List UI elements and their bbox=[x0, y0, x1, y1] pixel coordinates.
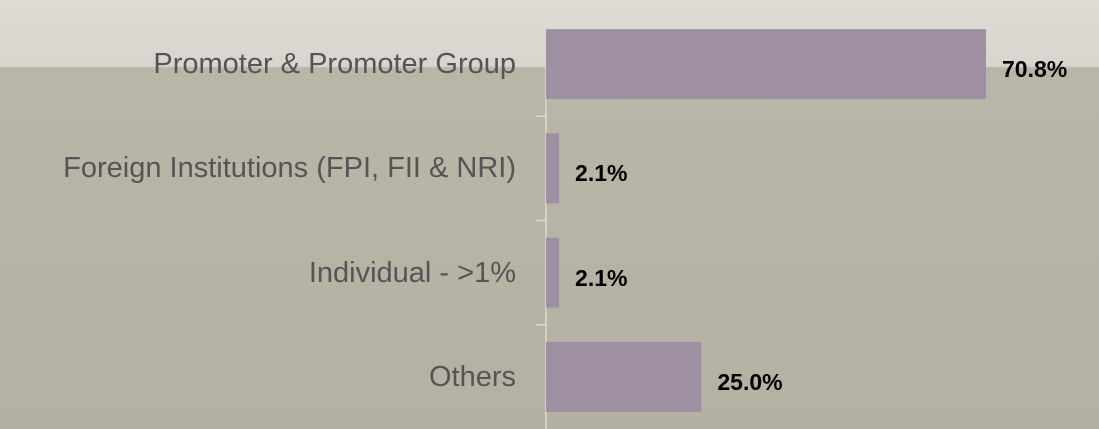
category-label: Others bbox=[0, 325, 516, 429]
value-label: 2.1% bbox=[575, 264, 628, 291]
category-label-text: Foreign Institutions (FPI, FII & NRI) bbox=[63, 152, 516, 185]
category-label-text: Promoter & Promoter Group bbox=[153, 48, 516, 81]
category-label: Foreign Institutions (FPI, FII & NRI) bbox=[0, 116, 516, 220]
value-label: 2.1% bbox=[575, 160, 628, 187]
bar bbox=[546, 341, 702, 412]
bar bbox=[546, 237, 560, 308]
category-label: Promoter & Promoter Group bbox=[0, 12, 516, 116]
category-label-text: Individual - >1% bbox=[308, 256, 516, 289]
category-label-text: Others bbox=[428, 360, 516, 393]
value-label: 25.0% bbox=[717, 368, 783, 395]
bar bbox=[546, 133, 560, 204]
category-label: Individual - >1% bbox=[0, 221, 516, 325]
value-label: 70.8% bbox=[1002, 56, 1068, 83]
bar bbox=[546, 29, 986, 100]
